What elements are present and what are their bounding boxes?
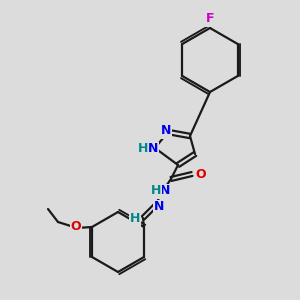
Text: O: O <box>196 167 206 181</box>
Text: N: N <box>148 142 158 155</box>
Text: N: N <box>160 184 170 197</box>
Text: O: O <box>71 220 81 233</box>
Text: H: H <box>130 212 140 226</box>
Text: H: H <box>138 142 148 155</box>
Text: H: H <box>151 184 161 197</box>
Text: N: N <box>154 200 164 214</box>
Text: F: F <box>206 13 214 26</box>
Text: N: N <box>161 124 171 137</box>
